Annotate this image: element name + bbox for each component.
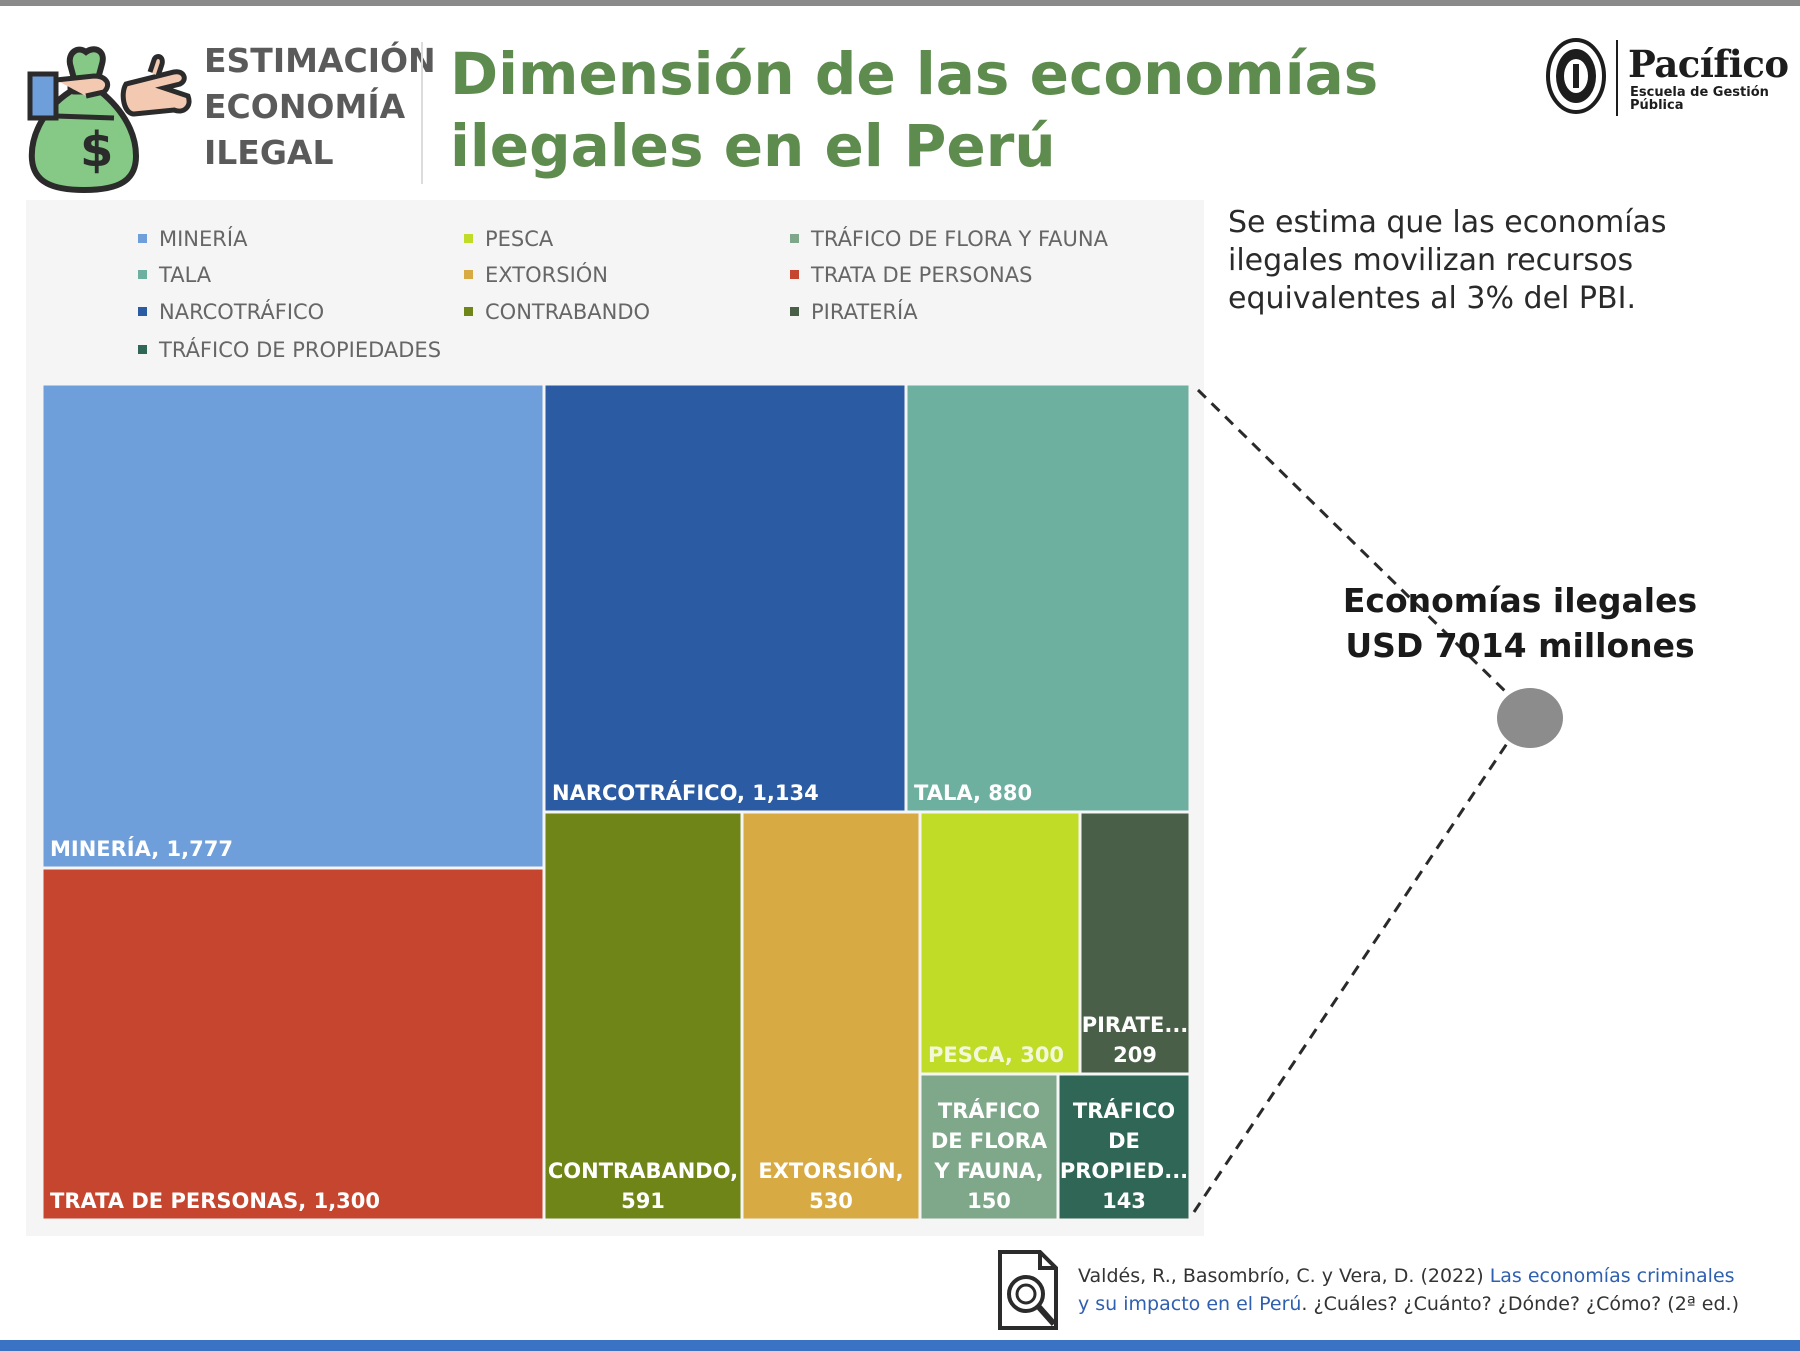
legend-swatch xyxy=(464,306,473,316)
treemap-cell-extorsion xyxy=(743,813,919,1219)
treemap-label-trafico-de-flora-y-fauna: Y FAUNA, xyxy=(933,1159,1043,1183)
legend-swatch xyxy=(138,306,147,316)
legend-swatch xyxy=(464,233,473,243)
legend-item-pesca: PESCA xyxy=(464,226,553,252)
header-tag-line: ESTIMACIÓN xyxy=(204,41,436,80)
total-label: Economías ilegales USD 7014 millones xyxy=(1320,578,1720,668)
treemap-label-trafico-de-propiedades: PROPIED... xyxy=(1060,1159,1188,1183)
legend-label: MINERÍA xyxy=(159,227,248,251)
treemap-label-contrabando: CONTRABANDO, xyxy=(548,1159,738,1183)
brand-subtitle: Escuela de Gestión Pública xyxy=(1630,86,1780,112)
treemap-label-pesca: PESCA, 300 xyxy=(928,1043,1064,1067)
treemap-label-trafico-de-propiedades: 143 xyxy=(1102,1189,1146,1213)
treemap-cell-contrabando xyxy=(545,813,741,1219)
treemap-cell-pesca xyxy=(921,813,1079,1073)
legend-label: CONTRABANDO xyxy=(485,300,651,324)
treemap-label-trata-de-personas: TRATA DE PERSONAS, 1,300 xyxy=(50,1189,380,1213)
treemap-cell-tala xyxy=(907,385,1189,811)
source-citation: Valdés, R., Basombrío, C. y Vera, D. (20… xyxy=(1078,1262,1778,1318)
legend-item-narcotrafico: NARCOTRÁFICO xyxy=(138,299,324,325)
treemap-cell-trafico-de-propiedades xyxy=(1059,1075,1189,1219)
treemap-label-pirateria: PIRATE... xyxy=(1082,1013,1189,1037)
brand-subtitle-line: Escuela de Gestión xyxy=(1630,85,1769,100)
header-tag: ESTIMACIÓN ECONOMÍA ILEGAL xyxy=(204,38,436,176)
treemap-label-trafico-de-propiedades: DE xyxy=(1108,1129,1140,1153)
legend-label: TRÁFICO DE FLORA Y FAUNA xyxy=(811,227,1108,251)
header-tag-line: ECONOMÍA xyxy=(204,87,406,126)
legend-label: NARCOTRÁFICO xyxy=(159,300,325,324)
legend-item-trafico-propiedades: TRÁFICO DE PROPIEDADES xyxy=(138,337,441,363)
legend-label: TRÁFICO DE PROPIEDADES xyxy=(159,338,442,362)
legend-label: PIRATERÍA xyxy=(811,300,918,324)
legend-swatch xyxy=(790,306,799,316)
legend-item-trata-personas: TRATA DE PERSONAS xyxy=(790,262,1032,288)
brand-logo: Pacífico Escuela de Gestión Pública xyxy=(1544,36,1789,120)
document-search-icon xyxy=(998,1250,1058,1330)
treemap-cell-trafico-de-flora-y-fauna xyxy=(921,1075,1057,1219)
source-title-link[interactable]: y su impacto en el Perú xyxy=(1078,1293,1302,1315)
total-label-line: Economías ilegales xyxy=(1342,581,1698,620)
page-title-line: Dimensión de las economías xyxy=(450,40,1379,108)
treemap-label-trafico-de-flora-y-fauna: TRÁFICO xyxy=(938,1098,1040,1123)
connector-line-upper xyxy=(1196,388,1510,696)
treemap-label-trafico-de-propiedades: TRÁFICO xyxy=(1073,1098,1175,1123)
brand-name: Pacífico xyxy=(1628,42,1789,86)
legend-item-pirateria: PIRATERÍA xyxy=(790,299,918,325)
treemap-label-extorsion: 530 xyxy=(809,1189,853,1213)
treemap-label-extorsion: EXTORSIÓN, xyxy=(758,1158,903,1183)
source-title-link[interactable]: Las economías criminales xyxy=(1489,1265,1735,1287)
treemap-label-pirateria: 209 xyxy=(1113,1043,1157,1067)
legend-swatch xyxy=(790,233,799,243)
header-tag-line: ILEGAL xyxy=(204,133,334,172)
treemap-label-tala: TALA, 880 xyxy=(914,781,1032,805)
page-title: Dimensión de las economías ilegales en e… xyxy=(450,38,1379,182)
treemap-label-narcotrafico: NARCOTRÁFICO, 1,134 xyxy=(552,780,819,805)
total-label-line: USD 7014 millones xyxy=(1345,626,1695,665)
legend-item-extorsion: EXTORSIÓN xyxy=(464,262,608,288)
legend-swatch xyxy=(138,233,147,243)
legend-item-tala: TALA xyxy=(138,262,211,288)
connector-line-lower xyxy=(1192,741,1510,1213)
legend-item-flora-fauna: TRÁFICO DE FLORA Y FAUNA xyxy=(790,226,1108,252)
source-authors: Valdés, R., Basombrío, C. y Vera, D. (20… xyxy=(1078,1265,1484,1287)
legend-label: EXTORSIÓN xyxy=(485,263,608,287)
source-rest: . ¿Cuáles? ¿Cuánto? ¿Dónde? ¿Cómo? (2ª e… xyxy=(1301,1293,1739,1315)
legend-label: TRATA DE PERSONAS xyxy=(811,263,1033,287)
legend-swatch xyxy=(138,344,147,354)
legend-label: TALA xyxy=(159,263,212,287)
money-bag-icon: $ xyxy=(27,46,192,194)
legend-swatch xyxy=(464,269,473,279)
brand-subtitle-line: Pública xyxy=(1630,98,1684,113)
top-rule xyxy=(0,0,1800,6)
treemap-label-trafico-de-flora-y-fauna: DE FLORA xyxy=(931,1129,1048,1153)
header-divider xyxy=(421,42,423,184)
page-title-line: ilegales en el Perú xyxy=(450,112,1056,180)
svg-text:$: $ xyxy=(80,122,113,178)
treemap-cell-pirateria xyxy=(1081,813,1189,1073)
crest-icon xyxy=(1546,38,1606,114)
connector-dot xyxy=(1497,688,1563,748)
legend-item-contrabando: CONTRABANDO xyxy=(464,299,650,325)
treemap-cell-narcotrafico xyxy=(545,385,905,811)
treemap-cell-mineria xyxy=(43,385,543,867)
legend-swatch xyxy=(790,269,799,279)
treemap-cell-trata-de-personas xyxy=(43,869,543,1219)
note-text: Se estima que las economías ilegales mov… xyxy=(1228,205,1667,316)
treemap-label-mineria: MINERÍA, 1,777 xyxy=(50,836,233,861)
legend-label: PESCA xyxy=(485,227,554,251)
legend-swatch xyxy=(138,269,147,279)
legend-item-mineria: MINERÍA xyxy=(138,226,247,252)
treemap-label-contrabando: 591 xyxy=(621,1189,665,1213)
bottom-rule xyxy=(0,1340,1800,1351)
treemap-label-trafico-de-flora-y-fauna: 150 xyxy=(967,1189,1011,1213)
brand-rule xyxy=(1616,40,1618,116)
